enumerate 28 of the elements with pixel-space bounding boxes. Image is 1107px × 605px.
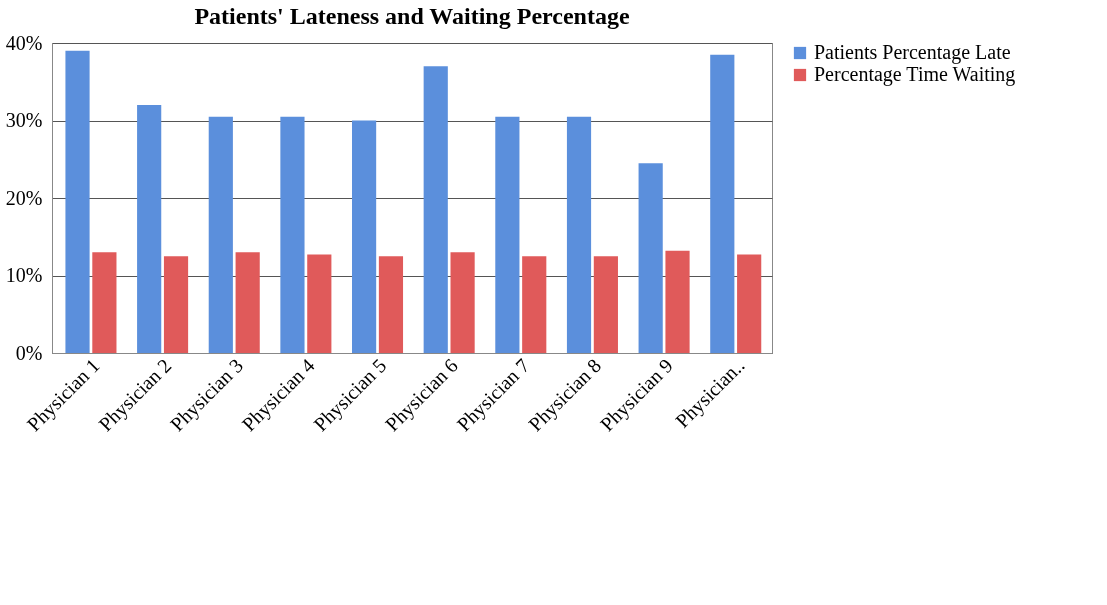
bar — [593, 256, 618, 353]
bar — [495, 116, 520, 353]
bar — [566, 116, 592, 353]
legend-label: Percentage Time Waiting — [814, 63, 1016, 86]
y-tick-label: 40% — [5, 31, 43, 54]
bar — [352, 120, 377, 353]
legend-label: Patients Percentage Late — [814, 41, 1011, 64]
bar — [235, 252, 260, 353]
bar — [280, 116, 305, 353]
bar — [163, 256, 189, 353]
bar — [92, 252, 117, 353]
y-tick-label: 0% — [15, 341, 43, 364]
bar — [307, 254, 332, 353]
y-tick-label: 30% — [5, 109, 43, 131]
bar — [665, 250, 690, 353]
bar — [737, 254, 762, 353]
bar — [423, 66, 448, 353]
chart-title: Patients' Lateness and Waiting Percentage — [194, 3, 630, 29]
bar — [710, 54, 735, 353]
y-tick-label: 10% — [5, 264, 43, 286]
bar — [65, 50, 90, 353]
bar — [638, 163, 663, 353]
bar — [137, 105, 162, 353]
bar — [450, 252, 475, 353]
y-tick-label: 20% — [5, 186, 43, 209]
bar — [208, 116, 233, 353]
bar — [378, 256, 404, 353]
bar — [522, 256, 547, 353]
